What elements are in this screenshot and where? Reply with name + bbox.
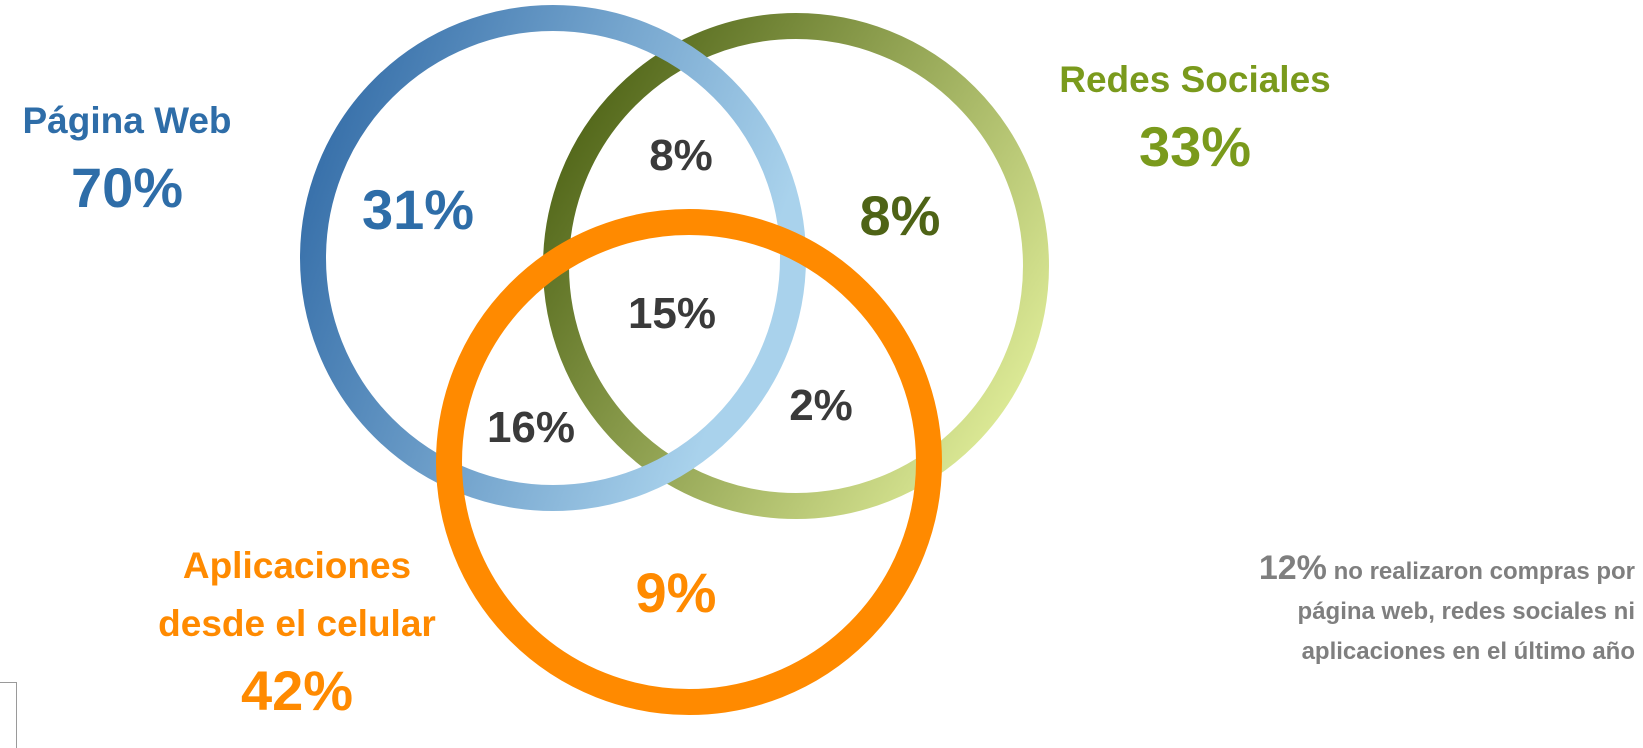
corner-frame-mark (0, 682, 17, 748)
set-total-web: 70% (71, 156, 183, 219)
note-percent: 12% (1258, 549, 1327, 587)
note-text: no realizaron compras por página web, re… (1297, 558, 1635, 665)
set-total-social: 33% (1139, 115, 1251, 178)
region-web-only: 31% (362, 178, 474, 241)
set-label-apps-line2: desde el celular (158, 603, 436, 644)
set-label-web: Página Web (22, 100, 231, 141)
set-label-apps-line1: Aplicaciones (183, 545, 411, 586)
circle-apps (436, 209, 942, 715)
set-label-social: Redes Sociales (1059, 59, 1330, 100)
region-social-apps: 2% (789, 381, 853, 430)
region-apps-only: 9% (636, 561, 717, 624)
region-web-apps: 16% (487, 403, 575, 452)
region-web-social: 8% (649, 131, 713, 180)
set-total-apps: 42% (241, 659, 353, 722)
region-all-three: 15% (628, 289, 716, 338)
no-purchase-note: 12% no realizaron compras por página web… (1175, 548, 1635, 672)
region-social-only: 8% (860, 184, 941, 247)
